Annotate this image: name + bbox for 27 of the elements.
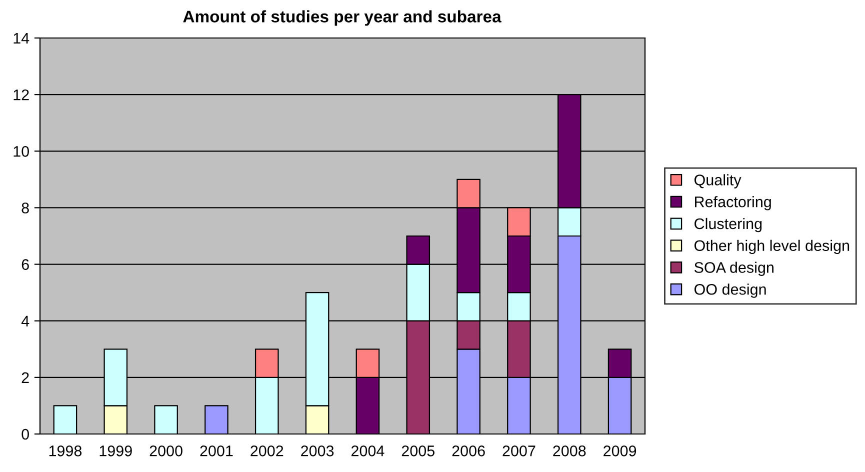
x-tick-label: 2004 — [351, 446, 384, 456]
x-tick-label: 2006 — [452, 446, 485, 456]
y-tick-label: 6 — [22, 259, 29, 270]
legend-label: Quality — [694, 174, 742, 188]
legend-label: OO design — [694, 284, 766, 298]
legend-label: Clustering — [694, 218, 762, 232]
x-tick-label: 1998 — [49, 446, 82, 456]
x-tick-label: 2002 — [250, 446, 284, 456]
x-tick-label: 2005 — [402, 446, 434, 456]
x-tick-label: 2007 — [502, 446, 536, 456]
x-tick-label: 2003 — [301, 446, 334, 456]
y-tick-label: 8 — [22, 202, 29, 214]
chart-title: Amount of studies per year and subarea — [183, 10, 502, 26]
y-tick-label: 2 — [22, 372, 29, 383]
y-tick-label: 14 — [14, 33, 30, 44]
x-tick-label: 2009 — [604, 446, 636, 456]
y-tick-label: 12 — [14, 89, 29, 100]
legend-label: Other high level design — [694, 240, 850, 254]
x-tick-label: 2001 — [200, 446, 233, 456]
y-tick-label: 0 — [22, 428, 29, 440]
legend-label: SOA design — [694, 262, 774, 276]
x-tick-label: 2008 — [553, 446, 586, 456]
y-tick-label: 4 — [21, 316, 30, 326]
x-tick-label: 2000 — [150, 446, 182, 456]
x-tick-label: 1999 — [100, 446, 132, 456]
legend-label: Refactoring — [695, 196, 771, 210]
y-tick-label: 10 — [14, 146, 29, 157]
